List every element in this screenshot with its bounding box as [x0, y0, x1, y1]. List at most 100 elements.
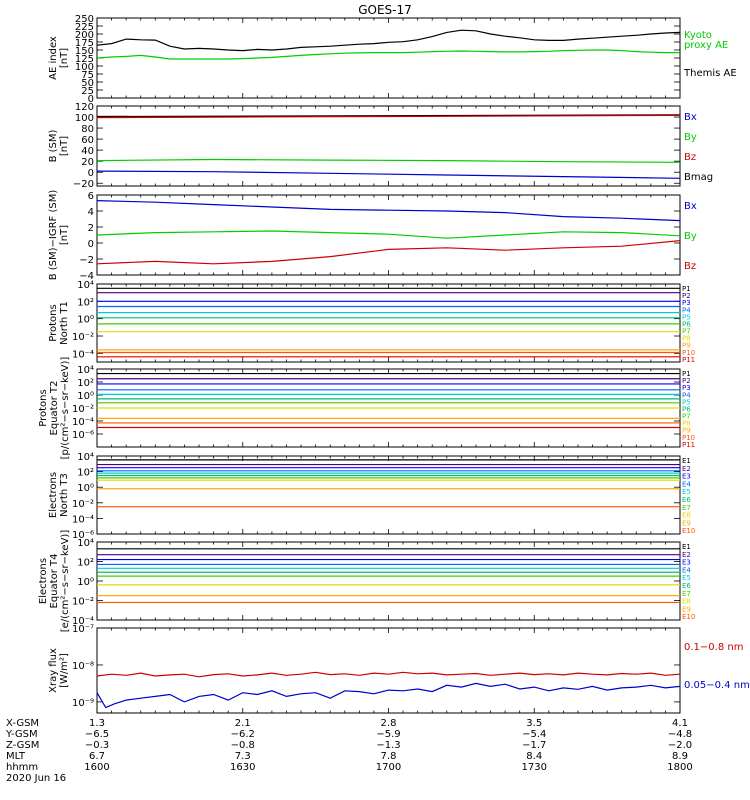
- y-tick-label: 125: [75, 54, 94, 65]
- panel-frame-ae: [96, 17, 681, 99]
- y-tick-label: 10⁻⁴: [72, 616, 94, 627]
- y-tick-label: 20: [81, 157, 94, 168]
- legend-entry: P5: [682, 313, 691, 321]
- y-axis-label: B (SM): [48, 129, 59, 162]
- y-tick-label: 250: [75, 14, 94, 25]
- legend-entry: P10: [682, 349, 695, 357]
- series-line-bsm-1: [96, 114, 681, 119]
- y-axis-label: Electrons: [48, 472, 59, 518]
- legend-entry: P4: [682, 306, 691, 314]
- y-tick-label: 6: [88, 191, 94, 202]
- legend-entry: P9: [682, 342, 691, 350]
- x-row-value: 6.7: [89, 751, 105, 762]
- legend-entry: P3: [682, 384, 691, 392]
- y-tick-label: 10⁰: [77, 577, 94, 588]
- x-row-value: 4.1: [672, 718, 688, 729]
- y-tick-label: 10⁻²: [72, 332, 94, 343]
- x-row-value: 1630: [230, 762, 255, 773]
- legend-entry: Bmag: [684, 172, 713, 183]
- x-row-value: −1.7: [522, 740, 546, 751]
- x-row-value: 7.3: [235, 751, 251, 762]
- x-row-value: −2.0: [668, 740, 692, 751]
- legend-entry: P5: [682, 398, 691, 406]
- legend-entry: E6: [682, 582, 691, 590]
- x-row-value: −5.9: [376, 729, 400, 740]
- y-tick-label: 10⁻⁷: [72, 624, 94, 635]
- legend-entry: E6: [682, 496, 691, 504]
- legend-entry: E7: [682, 504, 691, 512]
- legend-entry: E7: [682, 590, 691, 598]
- x-row-value: 1730: [522, 762, 547, 773]
- series-line-xray-1: [96, 682, 681, 709]
- y-axis-label: Xray flux: [48, 648, 59, 693]
- x-row-label: Y-GSM: [5, 729, 38, 740]
- series-line-xray-0: [96, 671, 681, 678]
- legend-entry: E10: [682, 613, 695, 621]
- y-tick-label: 10²: [77, 468, 94, 479]
- chart-title: GOES-17: [358, 3, 412, 17]
- legend-entry: E5: [682, 488, 691, 496]
- y-tick-label: −2: [79, 255, 94, 266]
- y-axis-label: [nT]: [59, 48, 70, 68]
- y-tick-label: 10²: [77, 297, 94, 308]
- y-tick-label: 10²: [77, 378, 94, 389]
- y-tick-label: 225: [75, 22, 94, 33]
- legend-entry: E9: [682, 519, 691, 527]
- y-tick-label: 0: [88, 168, 94, 179]
- y-tick-label: 50: [81, 78, 94, 89]
- series-line-ae-0: [96, 29, 681, 52]
- y-tick-label: 80: [81, 124, 94, 135]
- y-tick-label: 75: [81, 70, 94, 81]
- x-row-label: 2020 Jun 16: [6, 773, 66, 784]
- y-tick-label: 10⁻⁸: [72, 661, 94, 672]
- legend-entry: P6: [682, 405, 691, 413]
- y-tick-label: 0: [88, 239, 94, 250]
- legend-entry: Bx: [684, 112, 697, 123]
- legend-entry: P1: [682, 285, 691, 293]
- y-tick-label: 10²: [77, 558, 94, 569]
- x-row-value: −5.4: [522, 729, 546, 740]
- legend-entry: E3: [682, 559, 691, 567]
- legend-entry: P11: [682, 356, 695, 364]
- y-tick-label: 10⁻²: [72, 597, 94, 608]
- legend-entry: P11: [682, 441, 695, 449]
- y-tick-label: 25: [81, 86, 94, 97]
- y-tick-label: 120: [75, 102, 94, 113]
- series-line-bigrf-2: [96, 240, 681, 265]
- y-tick-label: 10⁻⁹: [72, 698, 94, 709]
- x-row-value: −1.3: [376, 740, 400, 751]
- legend-entry: E2: [682, 465, 691, 473]
- x-row-value: 8.9: [672, 751, 688, 762]
- series-line-ae-1: [96, 49, 680, 60]
- legend-entry: E1: [682, 457, 691, 465]
- x-row-value: −4.8: [668, 729, 692, 740]
- series-line-bsm-2: [96, 158, 681, 163]
- y-tick-label: 10⁻⁶: [72, 530, 94, 541]
- y-tick-label: 10⁰: [77, 315, 94, 326]
- x-row-label: Z-GSM: [6, 740, 39, 751]
- legend-entry: P6: [682, 320, 691, 328]
- y-axis-label: Equator T4: [49, 554, 60, 609]
- y-tick-label: 10⁻⁶: [72, 430, 94, 441]
- legend-entry: Kyoto: [684, 30, 712, 41]
- y-tick-label: 10⁰: [77, 483, 94, 494]
- y-axis-label: B (SM)−IGRF (SM): [48, 190, 59, 281]
- x-row-label: hhmm: [6, 762, 38, 773]
- legend-entry: P7: [682, 413, 691, 421]
- x-row-value: 3.5: [526, 718, 542, 729]
- legend-entry: Bz: [684, 261, 696, 272]
- legend-entry: P4: [682, 391, 691, 399]
- legend-entry: Bx: [684, 201, 697, 212]
- series-line-bigrf-1: [96, 230, 681, 239]
- x-row-value: −0.3: [85, 740, 109, 751]
- y-axis-label: [nT]: [59, 136, 70, 156]
- legend-entry: E8: [682, 598, 691, 606]
- series-line-bsm-3: [96, 170, 681, 179]
- legend-entry: Themis AE: [683, 68, 737, 79]
- x-row-value: −0.8: [231, 740, 255, 751]
- y-tick-label: 10⁻²: [72, 499, 94, 510]
- y-axis-label: North T1: [59, 301, 70, 345]
- y-tick-label: 10⁴: [77, 280, 94, 291]
- legend-entry: P2: [682, 377, 691, 385]
